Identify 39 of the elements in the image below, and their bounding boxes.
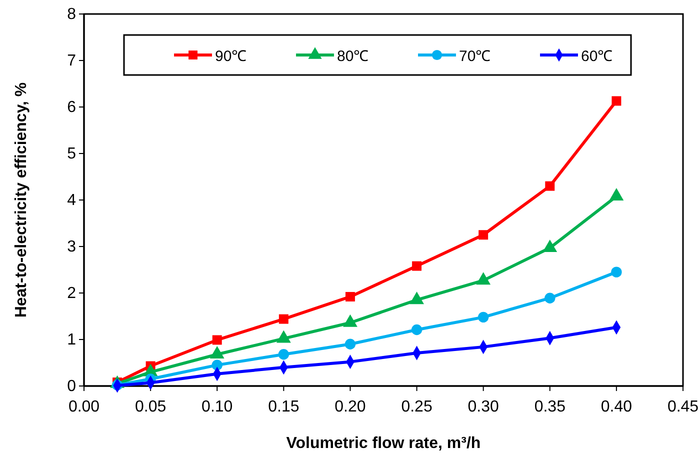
x-tick-label: 0.25 — [401, 398, 432, 416]
y-tick-label: 0 — [67, 378, 76, 396]
x-tick-label: 0.10 — [202, 398, 233, 416]
x-tick-label: 0.00 — [68, 398, 100, 416]
point — [411, 324, 422, 336]
legend-label: 80℃ — [337, 48, 369, 65]
x-tick-label: 0.45 — [667, 398, 699, 416]
point — [611, 266, 622, 278]
x-tick-label: 0.35 — [534, 398, 566, 416]
y-tick-label: 1 — [67, 332, 76, 349]
point — [412, 261, 422, 271]
y-tick-label: 7 — [67, 52, 76, 70]
legend-label: 70℃ — [459, 48, 491, 65]
point — [478, 230, 488, 240]
x-tick-label: 0.40 — [600, 398, 632, 416]
y-tick-label: 6 — [67, 99, 76, 116]
y-axis-title: Heat-to-electricity efficiency, % — [13, 82, 30, 318]
y-tick-label: 2 — [67, 285, 76, 302]
x-tick-label: 0.15 — [268, 398, 300, 416]
legend-label: 90℃ — [215, 48, 247, 65]
x-tick-label: 0.30 — [468, 398, 500, 416]
point — [544, 292, 556, 304]
point — [345, 292, 355, 302]
point — [344, 338, 356, 350]
legend-label: 60℃ — [581, 48, 613, 65]
y-tick-label: 3 — [67, 238, 76, 256]
point — [612, 96, 622, 106]
x-tick-label: 0.20 — [334, 398, 366, 416]
x-axis-title: Volumetric flow rate, m³/h — [286, 435, 481, 452]
point — [212, 360, 222, 370]
point — [278, 314, 288, 324]
point — [478, 312, 489, 323]
point — [278, 349, 290, 360]
y-tick-label: 5 — [67, 146, 76, 163]
point — [545, 181, 555, 191]
x-tick-label: 0.05 — [134, 398, 166, 416]
y-tick-label: 4 — [67, 192, 76, 210]
point — [212, 335, 222, 345]
y-tick-label: 8 — [67, 6, 76, 24]
